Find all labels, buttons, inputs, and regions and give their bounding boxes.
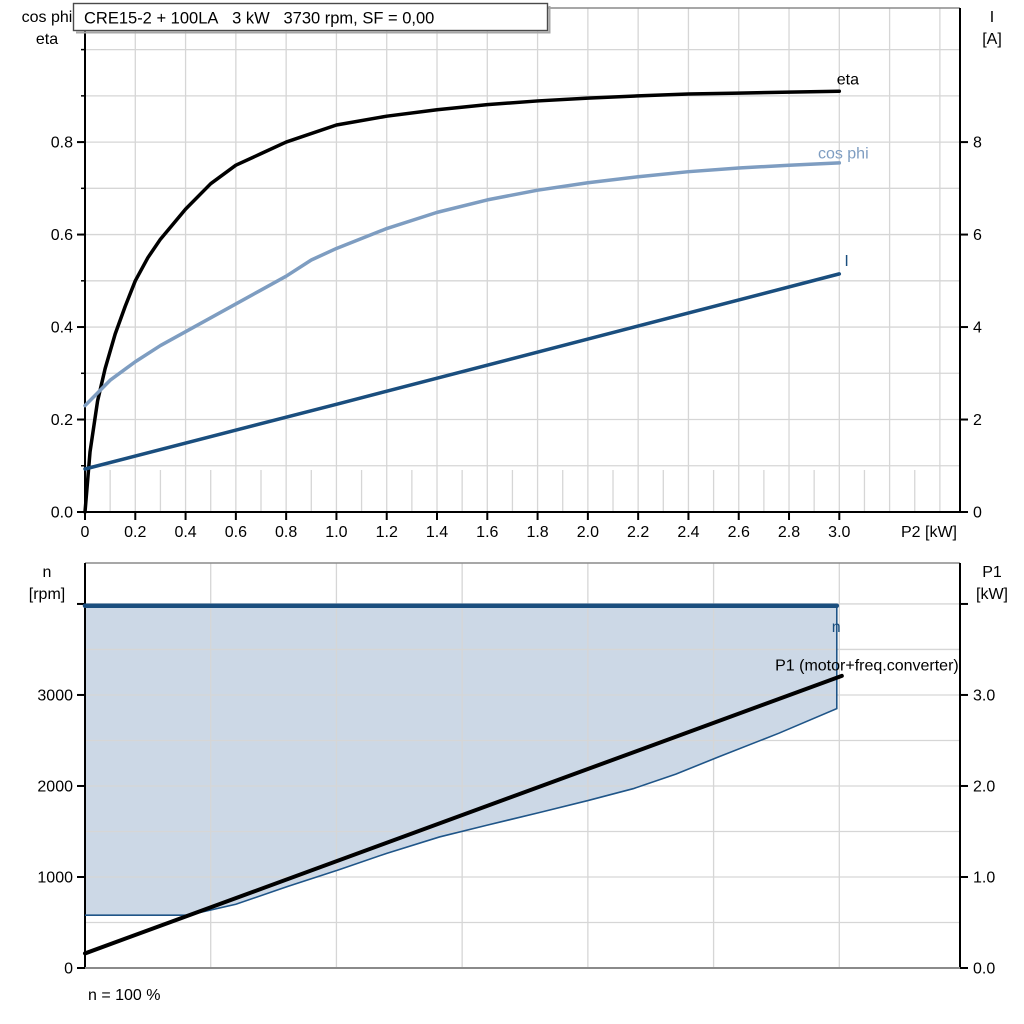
x-tick-label: 0.8: [275, 524, 297, 541]
x-tick-label: 1.0: [325, 524, 347, 541]
grid: [85, 8, 960, 512]
right-tick-label: 0.0: [973, 961, 995, 978]
right-tick-label: 8: [973, 135, 982, 152]
speed-control-range-area: [85, 605, 837, 916]
x-tick-label: 1.8: [526, 524, 548, 541]
left-axis-title-line2: eta: [36, 31, 58, 48]
right-tick-label: 1.0: [973, 869, 995, 886]
i-curve-label: I: [844, 253, 848, 270]
x-tick-label: 2.8: [778, 524, 800, 541]
left-tick-label: 0.6: [51, 227, 73, 244]
left-axis-title-line1: cos phi: [22, 9, 73, 26]
eta-curve: [83, 89, 842, 514]
x-axis-title: P2 [kW]: [901, 524, 957, 541]
tick-marks: [77, 48, 968, 520]
right-tick-label: 0: [973, 505, 982, 522]
right-tick-label: 2.0: [973, 778, 995, 795]
axes: [84, 562, 961, 969]
x-tick-label: 2.4: [677, 524, 699, 541]
grid: [85, 563, 960, 968]
cos-phi-curve-label: cos phi: [818, 145, 869, 162]
left-tick-label: 0.8: [51, 135, 73, 152]
left-axis-title-line1: n: [43, 564, 52, 581]
chart-title: CRE15-2 + 100LA 3 kW 3730 rpm, SF = 0,00: [84, 10, 434, 28]
tick-marks: [77, 602, 968, 969]
x-tick-label: 0.2: [124, 524, 146, 541]
left-tick-label: 1000: [37, 869, 73, 886]
right-axis-title-line2: [A]: [982, 31, 1002, 48]
p1-motor-freq-converter--curve: [83, 673, 844, 956]
left-axis-title-line2: [rpm]: [29, 586, 65, 603]
chart-title-box: CRE15-2 + 100LA 3 kW 3730 rpm, SF = 0,00: [72, 2, 551, 34]
left-tick-label: 0.2: [51, 412, 73, 429]
right-axis-title-line1: P1: [982, 564, 1002, 581]
x-tick-label: 1.6: [476, 524, 498, 541]
left-tick-label: 0.4: [51, 320, 73, 337]
i-curve: [83, 272, 842, 471]
speed-control-range-boundary-line: [85, 605, 838, 917]
right-tick-label: 6: [973, 227, 982, 244]
p1-motor-freq-converter--curve-label: P1 (motor+freq.converter): [775, 657, 959, 674]
tick-labels: 0 0.2 0.4 0.6 0.8 1.0 1.2 1.4 1.6 1.8 2.0 2.2 2.4 2.6…: [51, 135, 982, 541]
x-tick-label: 2.2: [627, 524, 649, 541]
top-chart: 0 0.2 0.4 0.6 0.8 1.0 1.2 1.4 1.6 1.8 2.0 2.2 2.4 2.6…: [22, 2, 1002, 541]
right-tick-label: 3.0: [973, 687, 995, 704]
left-tick-label: 0.0: [51, 505, 73, 522]
eta-curve-label: eta: [837, 71, 859, 88]
right-axis-title-line1: I: [990, 9, 994, 26]
speed-percentage-label: n = 100 %: [88, 987, 161, 1004]
right-axis-title-line2: [kW]: [976, 586, 1008, 603]
left-tick-label: 0: [64, 961, 73, 978]
cos-phi-curve: [83, 161, 842, 408]
right-tick-label: 4: [973, 320, 982, 337]
x-tick-label: 0: [81, 524, 90, 541]
x-tick-label: 0.4: [174, 524, 196, 541]
axis-titles: cos phi eta I [A] P2 [kW]: [22, 9, 1002, 541]
tick-labels: 0 1000 2000 3000 0.0 1.0 2.0 3.0: [37, 687, 995, 977]
x-tick-label: 1.2: [376, 524, 398, 541]
x-tick-label: 1.4: [426, 524, 448, 541]
left-tick-label: 2000: [37, 778, 73, 795]
n-curve-label: n: [832, 619, 841, 636]
right-tick-label: 2: [973, 412, 982, 429]
left-tick-label: 3000: [37, 687, 73, 704]
x-tick-label: 2.0: [577, 524, 599, 541]
bottom-chart: 0 1000 2000 3000 0.0 1.0 2.0 3.0 n [rpm] P1 [kW] n =…: [29, 562, 1008, 1004]
x-tick-label: 2.6: [728, 524, 750, 541]
x-tick-label: 0.6: [225, 524, 247, 541]
axis-titles: n [rpm] P1 [kW] n = 100 %: [29, 564, 1008, 1004]
x-tick-label: 3.0: [828, 524, 850, 541]
